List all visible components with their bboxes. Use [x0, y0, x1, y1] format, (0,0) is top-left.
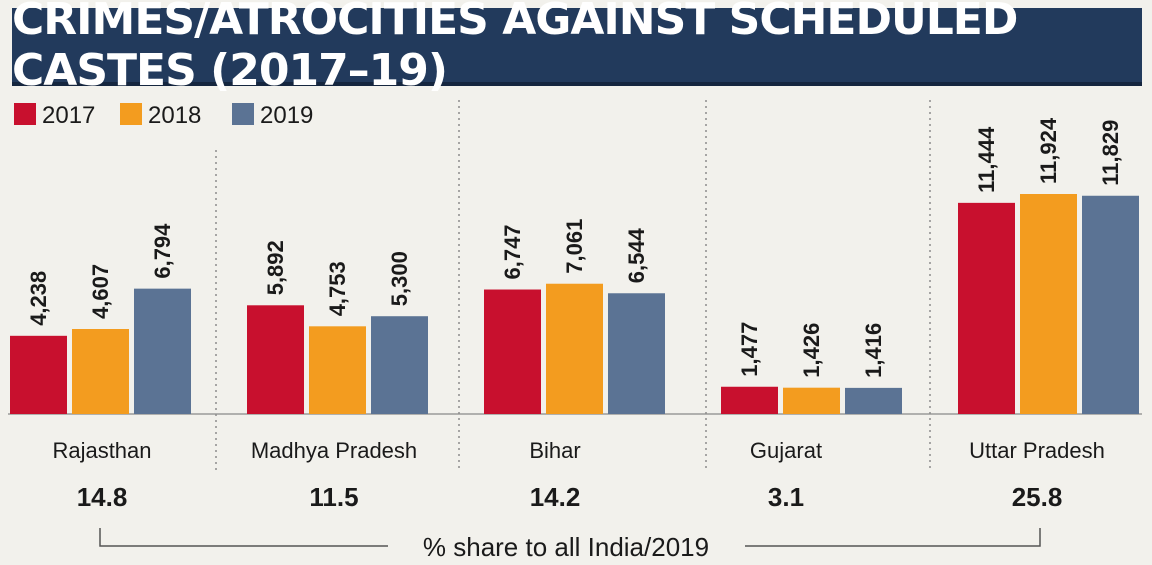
bar [958, 202, 1015, 414]
legend-label-2018: 2018 [148, 102, 201, 129]
category-label: Gujarat [750, 438, 822, 463]
bar-value-label: 5,892 [263, 240, 288, 295]
bar-value-label: 6,544 [624, 227, 649, 283]
share-value: 3.1 [768, 482, 804, 512]
bar-value-label: 4,607 [88, 264, 113, 319]
bar-value-label: 11,924 [1036, 117, 1061, 184]
title-banner: CRIMES/ATROCITIES AGAINST SCHEDULED CAST… [12, 0, 1142, 96]
legend-swatch-2019 [232, 103, 254, 125]
bar-value-label: 5,300 [387, 251, 412, 306]
share-value: 14.2 [530, 482, 581, 512]
footer-bracket-left [99, 528, 388, 547]
legend-label-2017: 2017 [42, 102, 95, 129]
bar [484, 289, 541, 414]
bar [783, 387, 840, 414]
share-value: 11.5 [309, 482, 358, 512]
bar-value-label: 4,753 [325, 261, 350, 316]
bar [546, 283, 603, 414]
bar-value-label: 1,477 [737, 322, 762, 377]
bar [1020, 194, 1077, 414]
bar [845, 387, 902, 414]
footer-note: % share to all India/2019 [423, 532, 709, 562]
legend-swatch-2018 [120, 103, 142, 125]
bar [10, 335, 67, 414]
legend-label-2019: 2019 [260, 102, 313, 129]
bar [721, 386, 778, 414]
category-label: Rajasthan [52, 438, 151, 463]
bar [309, 326, 366, 414]
bar [72, 329, 129, 414]
bar [1082, 195, 1139, 414]
bar [608, 293, 665, 414]
bar [371, 316, 428, 414]
category-label: Uttar Pradesh [969, 438, 1105, 463]
footer-bracket-right [745, 528, 1041, 547]
bar-value-label: 11,444 [974, 126, 999, 193]
share-value: 25.8 [1012, 482, 1063, 512]
bar-value-label: 6,747 [500, 224, 525, 279]
bar [247, 305, 304, 414]
bar-value-label: 4,238 [26, 271, 51, 326]
bar-value-label: 11,829 [1098, 120, 1123, 186]
bar-value-label: 1,426 [799, 323, 824, 378]
bar [134, 288, 191, 414]
legend-swatch-2017 [14, 103, 36, 125]
category-label: Bihar [529, 438, 580, 463]
bar-value-label: 7,061 [562, 219, 587, 274]
category-label: Madhya Pradesh [251, 438, 417, 463]
share-value: 14.8 [77, 482, 128, 512]
chart-title: CRIMES/ATROCITIES AGAINST SCHEDULED CAST… [12, 0, 1018, 96]
bar-value-label: 1,416 [861, 323, 886, 378]
bar-value-label: 6,794 [150, 223, 175, 279]
